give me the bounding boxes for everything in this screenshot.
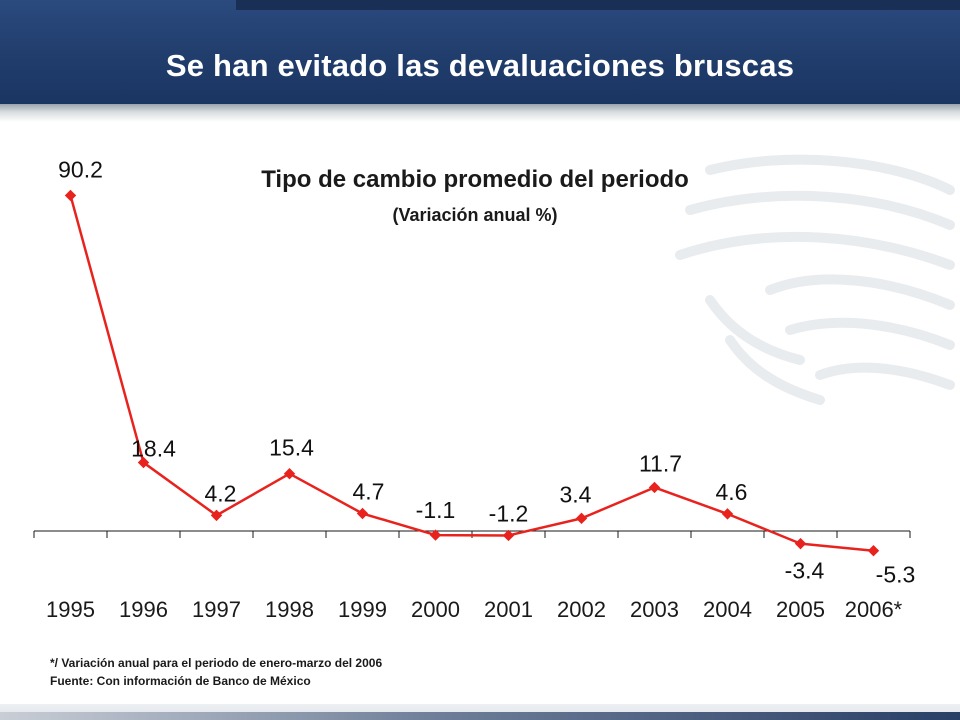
data-label-2: 4.2 [205, 480, 237, 506]
x-tick-label-9: 2004 [703, 597, 752, 622]
x-tick-label-7: 2002 [557, 597, 606, 622]
data-label-0: 90.2 [58, 156, 103, 182]
header-bar: Se han evitado las devaluaciones bruscas [0, 0, 960, 104]
x-tick-label-11: 2006* [845, 597, 903, 622]
data-label-6: -1.2 [489, 500, 529, 526]
data-point-11 [867, 545, 880, 557]
data-label-11: -5.3 [876, 562, 916, 588]
data-label-7: 3.4 [560, 481, 592, 507]
data-point-9 [721, 508, 734, 520]
x-tick-label-3: 1998 [265, 597, 314, 622]
header-shadow [0, 104, 960, 122]
x-tick-label-5: 2000 [411, 597, 460, 622]
page-title: Se han evitado las devaluaciones bruscas [165, 48, 795, 83]
data-point-8 [648, 481, 661, 494]
data-point-10 [794, 537, 807, 550]
chart-subtitle: (Variación anual %) [392, 205, 558, 225]
x-tick-label-2: 1997 [192, 597, 241, 622]
footer-bar [0, 704, 960, 720]
data-label-1: 18.4 [131, 436, 176, 462]
x-tick-label-6: 2001 [484, 597, 533, 622]
data-point-0 [64, 189, 77, 202]
chart-source: Fuente: Con información de Banco de Méxi… [50, 674, 311, 688]
header-top-stripe [236, 0, 960, 10]
x-tick-label-8: 2003 [630, 597, 679, 622]
data-label-8: 11.7 [639, 450, 682, 476]
data-label-5: -1.1 [416, 497, 456, 523]
data-point-2 [210, 509, 223, 522]
x-tick-label-4: 1999 [338, 597, 387, 622]
data-point-5 [429, 529, 442, 541]
chart-footnote: */ Variación anual para el periodo de en… [50, 656, 383, 670]
data-point-1 [137, 456, 150, 469]
data-point-6 [502, 529, 515, 542]
x-tick-label-10: 2005 [776, 597, 825, 622]
data-point-4 [356, 507, 369, 520]
data-label-4: 4.7 [353, 479, 385, 505]
data-label-3: 15.4 [269, 435, 314, 461]
x-tick-label-0: 1995 [46, 597, 95, 622]
data-point-7 [575, 512, 588, 525]
data-point-3 [283, 468, 296, 480]
eagle-emblem-watermark [675, 154, 955, 405]
data-label-10: -3.4 [785, 558, 825, 584]
chart-title: Tipo de cambio promedio del periodo [261, 166, 689, 193]
x-tick-label-1: 1996 [119, 597, 168, 622]
series-line [69, 195, 874, 552]
data-label-9: 4.6 [716, 479, 748, 505]
